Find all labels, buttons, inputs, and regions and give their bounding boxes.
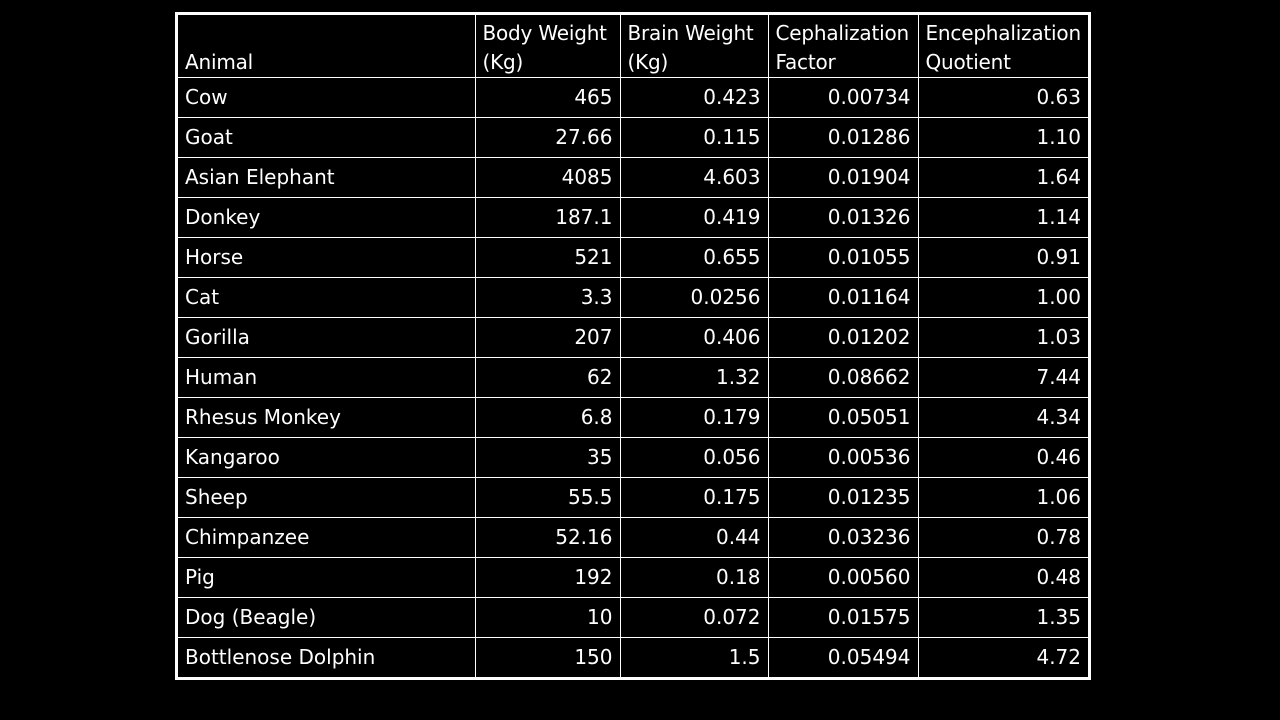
table-row: Rhesus Monkey 6.8 0.179 0.05051 4.34	[178, 397, 1088, 438]
cell-body-weight: 55.5	[474, 477, 621, 518]
cell-cephalization-factor: 0.03236	[767, 517, 919, 558]
table-body: Cow 465 0.423 0.00734 0.63 Goat 27.66 0.…	[178, 77, 1088, 677]
cell-cephalization-factor: 0.01286	[767, 117, 919, 158]
cell-animal: Pig	[178, 557, 476, 598]
cell-animal: Cat	[178, 277, 476, 318]
cell-brain-weight: 0.072	[619, 597, 769, 638]
table-row: Pig 192 0.18 0.00560 0.48	[178, 557, 1088, 598]
cell-brain-weight: 0.0256	[619, 277, 769, 318]
table-row: Chimpanzee 52.16 0.44 0.03236 0.78	[178, 517, 1088, 558]
header-body-weight: Body Weight (Kg)	[474, 15, 621, 78]
cell-animal: Donkey	[178, 197, 476, 238]
cell-animal: Horse	[178, 237, 476, 278]
cell-brain-weight: 0.423	[619, 77, 769, 118]
table-row: Cat 3.3 0.0256 0.01164 1.00	[178, 277, 1088, 318]
cell-body-weight: 465	[474, 77, 621, 118]
cell-brain-weight: 4.603	[619, 157, 769, 198]
table-row: Cow 465 0.423 0.00734 0.63	[178, 77, 1088, 118]
table-row: Goat 27.66 0.115 0.01286 1.10	[178, 117, 1088, 158]
cell-animal: Bottlenose Dolphin	[178, 637, 476, 677]
cell-encephalization-quotient: 1.00	[917, 277, 1088, 318]
table-row: Bottlenose Dolphin 150 1.5 0.05494 4.72	[178, 637, 1088, 677]
cell-cephalization-factor: 0.00560	[767, 557, 919, 598]
cell-brain-weight: 0.419	[619, 197, 769, 238]
table-row: Dog (Beagle) 10 0.072 0.01575 1.35	[178, 597, 1088, 638]
cell-animal: Cow	[178, 77, 476, 118]
header-encephalization-quotient: Encephalization Quotient	[917, 15, 1088, 78]
cell-body-weight: 10	[474, 597, 621, 638]
cell-encephalization-quotient: 1.03	[917, 317, 1088, 358]
cell-animal: Kangaroo	[178, 437, 476, 478]
data-table-frame: Animal Body Weight (Kg) Brain Weight (Kg…	[175, 12, 1091, 680]
cell-brain-weight: 0.18	[619, 557, 769, 598]
cell-encephalization-quotient: 1.35	[917, 597, 1088, 638]
cell-encephalization-quotient: 4.72	[917, 637, 1088, 677]
cell-cephalization-factor: 0.01575	[767, 597, 919, 638]
cell-body-weight: 6.8	[474, 397, 621, 438]
cell-encephalization-quotient: 0.78	[917, 517, 1088, 558]
cell-animal: Asian Elephant	[178, 157, 476, 198]
cell-brain-weight: 0.175	[619, 477, 769, 518]
header-brain-weight: Brain Weight (Kg)	[619, 15, 769, 78]
cell-cephalization-factor: 0.01326	[767, 197, 919, 238]
cell-brain-weight: 1.32	[619, 357, 769, 398]
cell-body-weight: 27.66	[474, 117, 621, 158]
cell-body-weight: 52.16	[474, 517, 621, 558]
cell-brain-weight: 0.056	[619, 437, 769, 478]
cell-animal: Sheep	[178, 477, 476, 518]
cell-body-weight: 62	[474, 357, 621, 398]
cell-animal: Gorilla	[178, 317, 476, 358]
cell-cephalization-factor: 0.05051	[767, 397, 919, 438]
header-cephalization-factor: Cephalization Factor	[767, 15, 919, 78]
cell-encephalization-quotient: 1.64	[917, 157, 1088, 198]
cell-animal: Goat	[178, 117, 476, 158]
cell-encephalization-quotient: 1.06	[917, 477, 1088, 518]
brain-weight-table: Animal Body Weight (Kg) Brain Weight (Kg…	[178, 15, 1088, 677]
header-animal: Animal	[178, 15, 476, 78]
cell-cephalization-factor: 0.00734	[767, 77, 919, 118]
cell-encephalization-quotient: 0.48	[917, 557, 1088, 598]
cell-cephalization-factor: 0.00536	[767, 437, 919, 478]
header-row: Animal Body Weight (Kg) Brain Weight (Kg…	[178, 15, 1088, 78]
cell-encephalization-quotient: 0.91	[917, 237, 1088, 278]
cell-encephalization-quotient: 1.10	[917, 117, 1088, 158]
cell-body-weight: 521	[474, 237, 621, 278]
cell-encephalization-quotient: 0.46	[917, 437, 1088, 478]
table-row: Kangaroo 35 0.056 0.00536 0.46	[178, 437, 1088, 478]
cell-animal: Dog (Beagle)	[178, 597, 476, 638]
cell-brain-weight: 0.179	[619, 397, 769, 438]
table-row: Horse 521 0.655 0.01055 0.91	[178, 237, 1088, 278]
cell-body-weight: 187.1	[474, 197, 621, 238]
cell-body-weight: 3.3	[474, 277, 621, 318]
table-row: Gorilla 207 0.406 0.01202 1.03	[178, 317, 1088, 358]
cell-cephalization-factor: 0.01055	[767, 237, 919, 278]
cell-brain-weight: 1.5	[619, 637, 769, 677]
cell-encephalization-quotient: 1.14	[917, 197, 1088, 238]
cell-encephalization-quotient: 7.44	[917, 357, 1088, 398]
cell-cephalization-factor: 0.01235	[767, 477, 919, 518]
cell-body-weight: 207	[474, 317, 621, 358]
cell-body-weight: 35	[474, 437, 621, 478]
cell-cephalization-factor: 0.01904	[767, 157, 919, 198]
cell-cephalization-factor: 0.05494	[767, 637, 919, 677]
cell-brain-weight: 0.115	[619, 117, 769, 158]
cell-body-weight: 150	[474, 637, 621, 677]
cell-encephalization-quotient: 0.63	[917, 77, 1088, 118]
cell-cephalization-factor: 0.01202	[767, 317, 919, 358]
cell-body-weight: 192	[474, 557, 621, 598]
cell-animal: Chimpanzee	[178, 517, 476, 558]
cell-body-weight: 4085	[474, 157, 621, 198]
cell-animal: Rhesus Monkey	[178, 397, 476, 438]
table-row: Human 62 1.32 0.08662 7.44	[178, 357, 1088, 398]
cell-brain-weight: 0.44	[619, 517, 769, 558]
table-row: Asian Elephant 4085 4.603 0.01904 1.64	[178, 157, 1088, 198]
cell-cephalization-factor: 0.01164	[767, 277, 919, 318]
cell-brain-weight: 0.655	[619, 237, 769, 278]
table-row: Donkey 187.1 0.419 0.01326 1.14	[178, 197, 1088, 238]
cell-brain-weight: 0.406	[619, 317, 769, 358]
cell-animal: Human	[178, 357, 476, 398]
cell-cephalization-factor: 0.08662	[767, 357, 919, 398]
cell-encephalization-quotient: 4.34	[917, 397, 1088, 438]
table-row: Sheep 55.5 0.175 0.01235 1.06	[178, 477, 1088, 518]
